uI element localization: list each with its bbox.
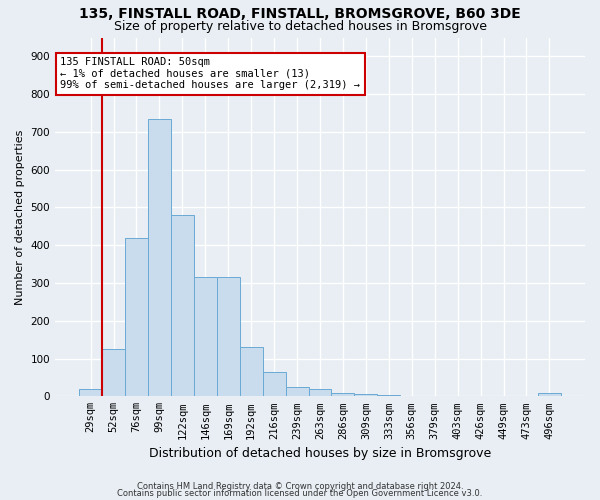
Bar — [263, 372, 286, 396]
Bar — [377, 395, 400, 396]
Bar — [125, 238, 148, 396]
Bar — [355, 394, 377, 396]
Bar — [171, 215, 194, 396]
Bar — [331, 392, 355, 396]
Bar — [102, 349, 125, 397]
Text: Size of property relative to detached houses in Bromsgrove: Size of property relative to detached ho… — [113, 20, 487, 33]
Text: 135 FINSTALL ROAD: 50sqm
← 1% of detached houses are smaller (13)
99% of semi-de: 135 FINSTALL ROAD: 50sqm ← 1% of detache… — [61, 57, 361, 90]
Bar — [286, 387, 308, 396]
Bar — [148, 118, 171, 396]
Text: Contains public sector information licensed under the Open Government Licence v3: Contains public sector information licen… — [118, 490, 482, 498]
Bar — [538, 394, 561, 396]
Bar — [240, 347, 263, 397]
Bar — [194, 278, 217, 396]
Bar — [79, 389, 102, 396]
Bar — [308, 389, 331, 396]
Bar — [217, 278, 240, 396]
Text: 135, FINSTALL ROAD, FINSTALL, BROMSGROVE, B60 3DE: 135, FINSTALL ROAD, FINSTALL, BROMSGROVE… — [79, 8, 521, 22]
X-axis label: Distribution of detached houses by size in Bromsgrove: Distribution of detached houses by size … — [149, 447, 491, 460]
Y-axis label: Number of detached properties: Number of detached properties — [15, 129, 25, 304]
Text: Contains HM Land Registry data © Crown copyright and database right 2024.: Contains HM Land Registry data © Crown c… — [137, 482, 463, 491]
